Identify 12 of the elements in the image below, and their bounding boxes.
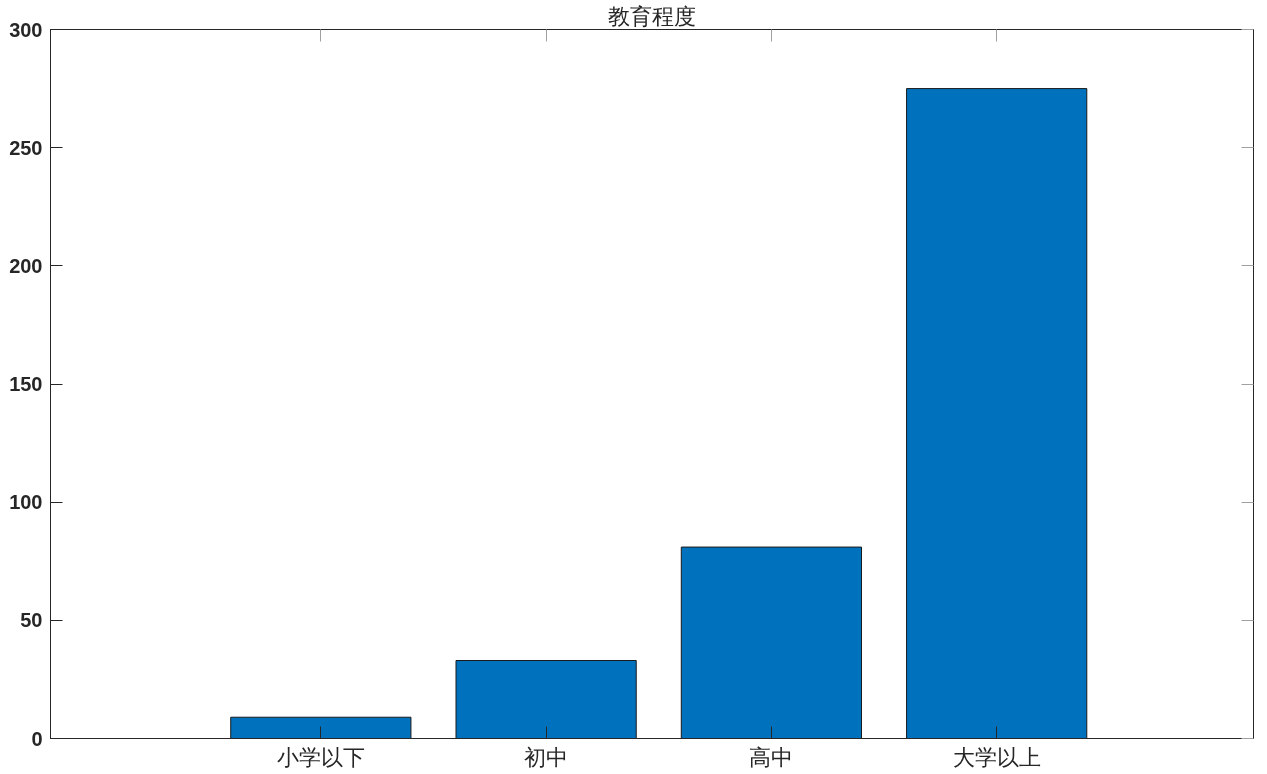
y-tick-label: 150 [9, 373, 43, 395]
y-tick-label: 50 [20, 609, 43, 632]
y-tick-label: 100 [9, 491, 43, 514]
x-tick-label: 高中 [749, 744, 794, 770]
y-tick-label: 200 [9, 254, 43, 277]
y-tick-label: 300 [9, 18, 43, 41]
x-tick-label: 小学以下 [276, 744, 365, 770]
y-tick-label: 0 [31, 727, 43, 750]
chart-title: 教育程度 [608, 3, 696, 29]
x-tick-label: 初中 [524, 744, 569, 770]
x-tick-label: 大学以上 [952, 744, 1041, 770]
y-tick-label: 250 [9, 136, 43, 159]
